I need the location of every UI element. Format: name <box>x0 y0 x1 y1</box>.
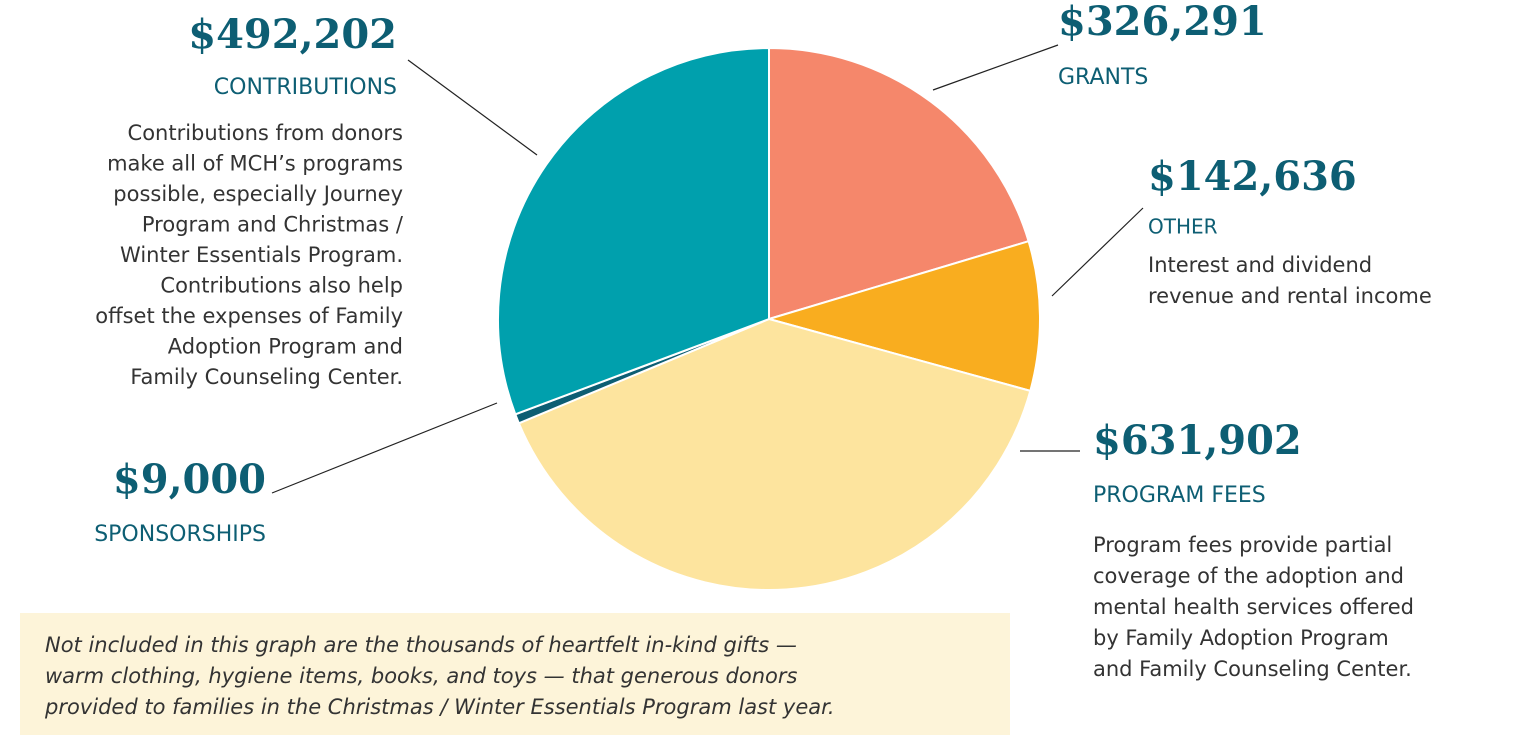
pie-slice <box>497 46 770 416</box>
leader-line <box>1051 207 1144 297</box>
description-line: and Family Counseling Center. <box>1093 657 1412 681</box>
note-line: provided to families in the Christmas / … <box>44 695 835 719</box>
description-line: offset the expenses of Family <box>95 304 403 328</box>
note-line: warm clothing, hygiene items, books, and… <box>45 664 798 688</box>
description-line: coverage of the adoption and <box>1093 564 1404 588</box>
leader-line <box>932 44 1059 91</box>
description-line: Interest and dividend <box>1148 253 1372 277</box>
description-line: Winter Essentials Program. <box>120 243 403 267</box>
description-line: Adoption Program and <box>168 335 403 359</box>
value-label: $631,902 <box>1093 417 1302 464</box>
value-label: $492,202 <box>188 11 397 58</box>
description-line: possible, especially Journey <box>113 182 403 206</box>
pie-slice <box>768 46 1030 321</box>
leader-line <box>271 402 498 494</box>
pie-slice <box>517 317 1032 591</box>
description-line: mental health services offered <box>1093 595 1414 619</box>
value-label: $9,000 <box>113 456 266 503</box>
description-line: Program fees provide partial <box>1093 533 1392 557</box>
note-box <box>20 613 1010 735</box>
description-line: Contributions also help <box>160 274 403 298</box>
note-line: Not included in this graph are the thous… <box>45 633 797 657</box>
category-label: PROGRAM FEES <box>1093 483 1266 508</box>
category-label: GRANTS <box>1058 65 1148 90</box>
description-line: Program and Christmas / <box>142 213 404 237</box>
category-label: SPONSORSHIPS <box>94 522 266 547</box>
description-line: Family Counseling Center. <box>130 365 403 389</box>
leader-line <box>407 59 538 156</box>
value-label: $326,291 <box>1058 0 1267 45</box>
description-line: make all of MCH’s programs <box>107 152 403 176</box>
description-line: revenue and rental income <box>1148 284 1432 308</box>
category-label: OTHER <box>1148 215 1218 239</box>
value-label: $142,636 <box>1148 153 1357 200</box>
category-label: CONTRIBUTIONS <box>214 75 397 100</box>
description-line: Contributions from donors <box>128 121 403 145</box>
description-line: by Family Adoption Program <box>1093 626 1389 650</box>
pie-slice <box>765 239 1041 393</box>
